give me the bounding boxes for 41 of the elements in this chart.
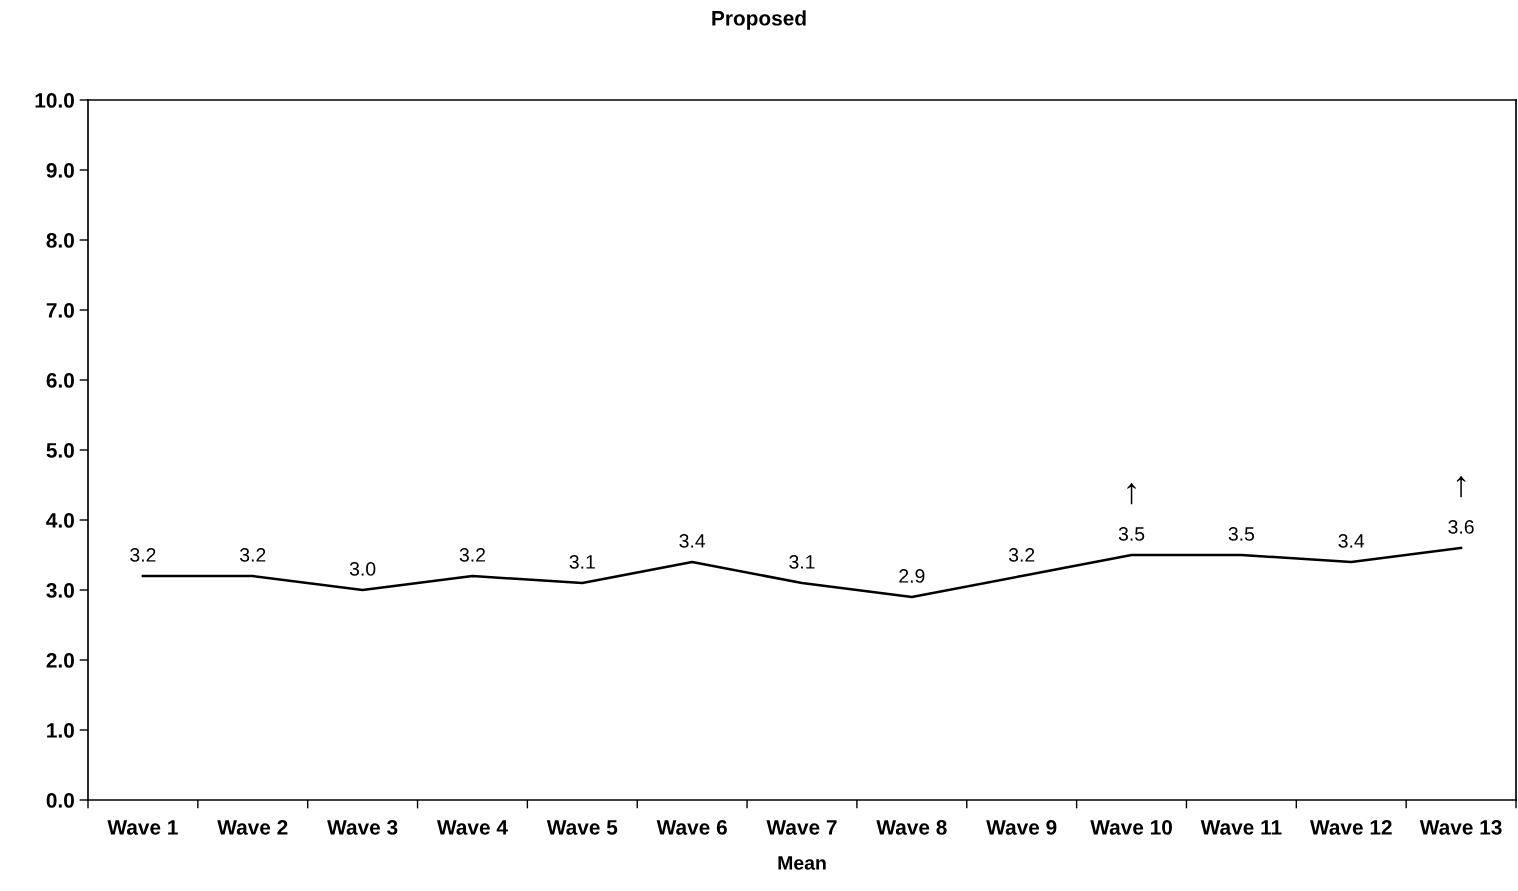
- x-tick-label: Wave 4: [436, 820, 508, 835]
- data-label: 3.6: [1448, 520, 1474, 534]
- y-tick-label: 8.0: [46, 233, 74, 248]
- data-label: 2.9: [899, 569, 925, 583]
- x-axis-title: Mean: [778, 856, 826, 870]
- data-label: 3.2: [1008, 548, 1035, 562]
- y-tick-label: 10.0: [35, 93, 74, 108]
- x-tick-label: Wave 3: [327, 819, 398, 835]
- data-label: 3.5: [1118, 527, 1145, 541]
- y-tick-label: 1.0: [47, 723, 74, 738]
- x-tick-label: Wave 6: [656, 819, 727, 835]
- annotation: ↑: [1127, 482, 1136, 505]
- annotation: ↑: [1456, 475, 1466, 498]
- x-tick-label: Wave 7: [766, 820, 837, 835]
- data-label: 3.4: [1338, 534, 1365, 548]
- x-tick-label: Wave 2: [217, 819, 288, 835]
- data-label: 3.2: [130, 548, 156, 562]
- x-tick-label: Wave 8: [876, 819, 947, 835]
- data-label: 3.5: [1228, 527, 1255, 541]
- y-tick-label: 4.0: [46, 513, 74, 528]
- x-tick-label: Wave 9: [986, 819, 1057, 835]
- data-label: 3.1: [789, 555, 815, 569]
- data-label: 3.2: [240, 548, 266, 562]
- x-tick-label: Wave 10: [1090, 819, 1172, 835]
- data-label: 3.1: [569, 555, 595, 569]
- y-tick-label: 2.0: [46, 653, 74, 668]
- x-tick-label: Wave 1: [107, 820, 178, 835]
- y-tick-label: 7.0: [46, 303, 74, 318]
- y-tick-label: 0.0: [46, 793, 74, 808]
- data-label: 3.4: [679, 534, 706, 548]
- y-tick-label: 9.0: [46, 163, 74, 178]
- x-tick-label: Wave 13: [1419, 819, 1502, 835]
- y-tick-label: 6.0: [46, 373, 74, 388]
- x-tick-label: Wave 12: [1309, 819, 1392, 835]
- y-tick-label: 3.0: [46, 583, 74, 598]
- data-label: 3.2: [459, 548, 485, 562]
- x-tick-label: Wave 11: [1200, 820, 1282, 835]
- chart-title: Proposed: [712, 10, 806, 30]
- y-tick-label: 5.0: [46, 443, 74, 458]
- x-tick-label: Wave 5: [546, 820, 618, 835]
- data-label: 3.0: [349, 562, 376, 576]
